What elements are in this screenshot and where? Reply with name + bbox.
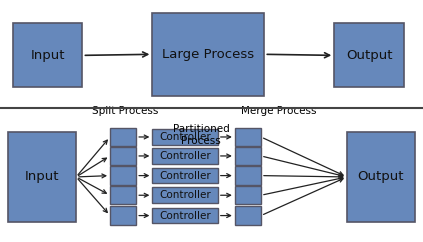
Text: Input: Input — [30, 49, 65, 62]
FancyBboxPatch shape — [334, 23, 404, 87]
FancyBboxPatch shape — [235, 186, 261, 204]
FancyBboxPatch shape — [152, 129, 218, 145]
Text: Controller: Controller — [159, 190, 211, 200]
FancyBboxPatch shape — [110, 128, 136, 146]
FancyBboxPatch shape — [110, 147, 136, 165]
FancyBboxPatch shape — [110, 206, 136, 225]
Text: Input: Input — [25, 170, 60, 183]
FancyBboxPatch shape — [235, 128, 261, 146]
FancyBboxPatch shape — [13, 23, 82, 87]
FancyBboxPatch shape — [110, 166, 136, 185]
FancyBboxPatch shape — [110, 186, 136, 204]
FancyBboxPatch shape — [152, 188, 218, 203]
Text: Output: Output — [357, 170, 404, 183]
Text: Split Process: Split Process — [92, 106, 158, 116]
Text: Controller: Controller — [159, 211, 211, 220]
Text: Merge Process: Merge Process — [242, 106, 317, 116]
FancyBboxPatch shape — [152, 148, 218, 164]
FancyBboxPatch shape — [152, 13, 264, 96]
FancyBboxPatch shape — [235, 166, 261, 185]
Text: Controller: Controller — [159, 132, 211, 142]
FancyBboxPatch shape — [347, 132, 415, 222]
FancyBboxPatch shape — [235, 206, 261, 225]
Text: Partitioned
Process: Partitioned Process — [173, 124, 229, 146]
FancyBboxPatch shape — [152, 168, 218, 183]
Text: Controller: Controller — [159, 171, 211, 181]
Text: Controller: Controller — [159, 151, 211, 161]
FancyBboxPatch shape — [8, 132, 76, 222]
Text: Output: Output — [346, 49, 392, 62]
FancyBboxPatch shape — [152, 208, 218, 223]
FancyBboxPatch shape — [235, 147, 261, 165]
Text: Large Process: Large Process — [162, 48, 254, 61]
